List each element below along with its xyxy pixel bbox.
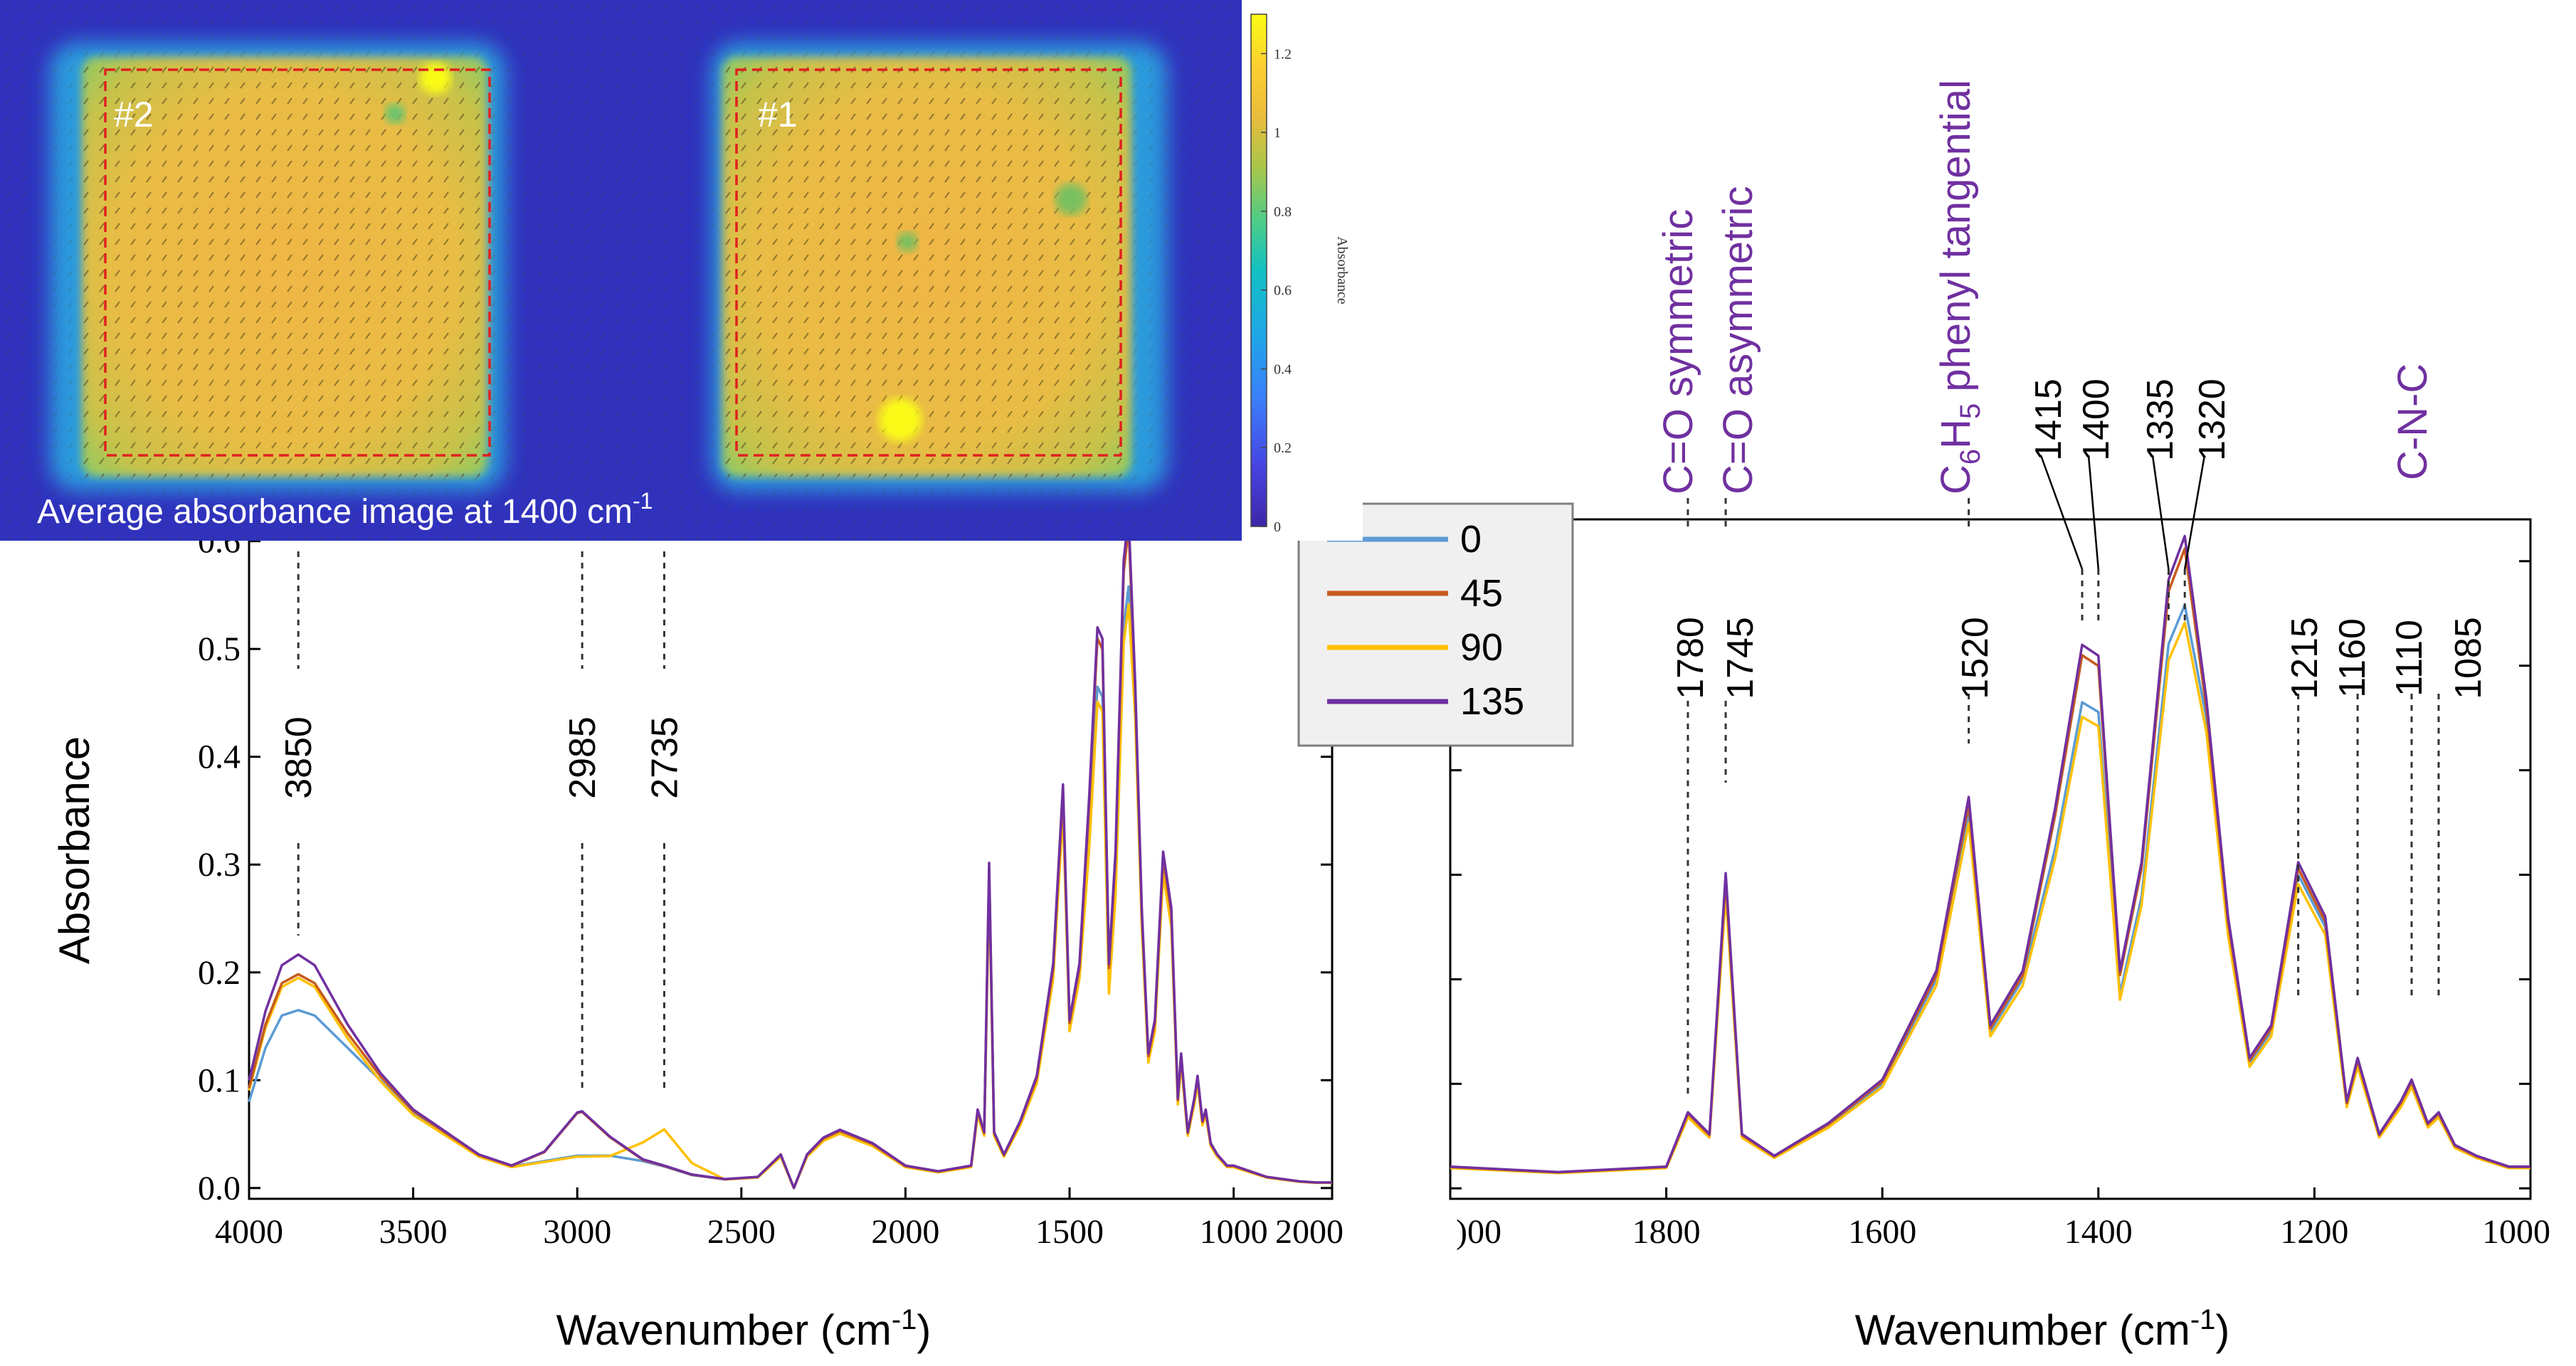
right-peak-leader [2184,455,2206,570]
left-y-tick-label: 0.3 [198,846,241,884]
colorbar-label: Absorbance [1334,236,1350,305]
colorbar-tick-label: 1 [1274,125,1281,141]
right-peak-label: 1745 [1720,617,1761,699]
colorbar-ticks: 1.2 1 0.8 0.6 0.4 0.2 0 [1261,46,1292,535]
right-peak-label: 1415 [2028,378,2069,461]
left-y-tick-label: 0.0 [198,1170,241,1207]
right-peak-leader [2151,455,2170,570]
left-series-lines [248,514,1332,1190]
sample-2-roi [104,68,491,457]
colorbar-tick-label: 0.8 [1274,204,1292,220]
right-x-tick-label: )00 [1456,1213,1501,1251]
left-y-tick-label: 0.4 [198,738,241,776]
left-x-tick-label: 4000 [215,1213,283,1251]
colorbar-tick-label: 0 [1274,519,1281,535]
left-x-tick-label: 1500 [1035,1213,1104,1251]
left-y-tick-label: 0.2 [198,954,241,992]
right-peak-label: 1780 [1670,617,1711,699]
left-series-45 [248,526,1332,1190]
right-spectrum-chart: )00 1800 1600 1400 1200 1000 Wavenumber (cm-1… [1449,80,2550,1354]
left-x-axis-label: Wavenumber (cm-1) [556,1304,931,1354]
right-x-tick-label: 1600 [1848,1213,1916,1251]
legend: 0 45 90 135 [1297,502,1574,747]
colorbar [1250,14,1267,527]
left-y-tick-label: 0.5 [198,630,241,668]
legend-label-0: 0 [1460,518,1482,561]
sample-1-roi [735,68,1122,457]
right-series-135 [1450,534,2530,1174]
left-x-tick-label: 3000 [543,1213,611,1251]
inset-caption: Average absorbance image at 1400 cm-1 [37,488,653,531]
right-x-tick-label: 1800 [1632,1213,1701,1251]
colorbar-tick-label: 0.4 [1274,361,1292,377]
right-peak-markers [1686,455,2440,1096]
right-peak-label: 1335 [2140,378,2181,461]
left-x-tick-label: 2500 [707,1213,776,1251]
legend-label-135: 135 [1460,680,1524,723]
right-peak-label: 1400 [2076,378,2117,461]
right-x-tick-label: 1000 [2482,1213,2550,1251]
left-x-tick-label: 1000 [1200,1213,1268,1251]
absorbance-image-inset: #2 #1 Average absorbance image at 1400 c… [0,0,1363,541]
left-spectrum-chart: 0.00.10.20.30.40.50.6 4000 3500 3000 2500 20… [51,497,1344,1354]
left-series-135 [248,514,1332,1190]
colorbar-tick-label: 1.2 [1274,46,1292,62]
right-x-axis-label: Wavenumber (cm-1) [1855,1304,2230,1354]
sample-1-label: #1 [758,95,798,134]
right-series-90 [1450,621,2530,1175]
left-x-ticks: 4000 3500 3000 2500 2000 1500 1000 2000 [215,1187,1344,1251]
right-plot-frame [1449,518,2532,1200]
legend-label-90: 90 [1460,626,1503,669]
right-peak-label: 1215 [2284,617,2326,699]
left-y-tick-label: 0.1 [198,1061,241,1099]
right-peak-label: 1320 [2192,378,2233,461]
right-x-ticks: )00 1800 1600 1400 1200 1000 [1449,1187,2550,1251]
colorbar-tick-label: 0.6 [1274,283,1292,299]
left-x-tick-label: 3500 [379,1213,448,1251]
right-peak-label: 1160 [2332,618,2373,698]
left-y-axis-label: Absorbance [51,736,98,964]
legend-label-45: 45 [1460,572,1503,615]
left-peak-label: 2735 [644,716,685,799]
right-peak-leader [2087,455,2100,570]
right-x-tick-label: 1400 [2064,1213,2133,1251]
left-x-tick-label: 2000 [871,1213,939,1251]
sample-2-label: #2 [114,95,154,134]
left-peak-label: 3850 [278,716,320,799]
legend-box [1297,502,1574,747]
right-peak-label: 1085 [2448,617,2489,699]
left-peak-markers [297,551,665,1089]
left-series-0 [248,585,1332,1190]
right-series-lines [1450,534,2530,1175]
left-plot-frame [248,497,1334,1200]
annotation-cnc: C-N-C [2390,364,2436,480]
colorbar-tick-label: 0.2 [1274,440,1292,456]
left-x-tick-label: 2000 [1275,1213,1344,1251]
left-y-ticks: 0.00.10.20.30.40.50.6 [198,523,1332,1207]
right-peak-label: 1520 [1955,617,1996,699]
right-x-tick-label: 1200 [2280,1213,2348,1251]
annotation-phenyl-tangential: C6H5 phenyl tangential [1933,80,1986,494]
annotation-co-symmetric: C=O symmetric [1655,209,1701,494]
right-peak-leader [2039,455,2084,570]
left-peak-label: 2985 [562,716,603,799]
annotation-co-asymmetric: C=O asymmetric [1715,186,1761,494]
right-peak-label: 1110 [2389,620,2430,697]
